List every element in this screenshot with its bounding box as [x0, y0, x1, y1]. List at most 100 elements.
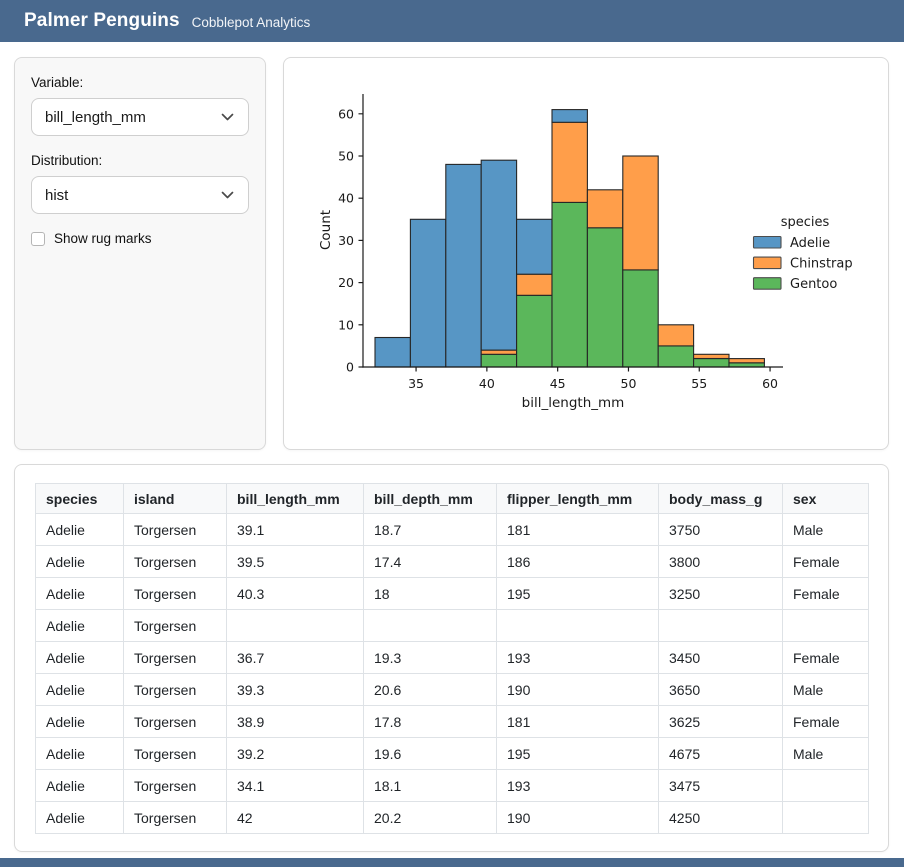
table-cell: 18.7	[363, 513, 497, 546]
table-cell: Male	[782, 513, 869, 546]
legend-swatch	[752, 235, 782, 249]
table-cell: 3475	[658, 769, 783, 802]
table-cell	[496, 609, 659, 642]
legend-swatch	[752, 277, 782, 290]
table-cell: 39.3	[226, 673, 364, 706]
histogram-bar-segment	[374, 336, 411, 368]
table-row: Adelie Torgersen 39.5 17.4 186 3800 Female	[35, 545, 869, 578]
legend-swatch	[752, 256, 782, 270]
table-cell: 18	[363, 577, 497, 610]
variable-select-value: bill_length_mm	[45, 108, 146, 126]
table-row: Adelie Torgersen 39.3 20.6 190 3650 Male	[35, 673, 869, 706]
table-cell: 195	[496, 737, 659, 770]
table-row: Adelie Torgersen	[35, 609, 869, 642]
histogram-bar-segment	[480, 159, 518, 351]
histogram-bar-segment	[551, 201, 588, 368]
column-header: bill_length_mm	[226, 483, 364, 514]
table-cell: Male	[782, 673, 869, 706]
legend-label: Gentoo	[790, 277, 837, 292]
table-cell	[782, 769, 869, 802]
table-cell: Female	[782, 577, 869, 610]
table-cell: 190	[496, 673, 659, 706]
table-cell: 193	[496, 641, 659, 674]
table-cell: 3625	[658, 705, 783, 738]
x-tick-label: 55	[691, 376, 707, 391]
table-cell	[226, 609, 364, 642]
column-header: flipper_length_mm	[496, 483, 659, 514]
y-tick-label: 30	[338, 233, 354, 248]
rug-checkbox[interactable]	[31, 231, 45, 246]
histogram-bar-segment	[551, 121, 588, 203]
table-row: Adelie Torgersen 42 20.2 190 4250	[35, 801, 869, 834]
table-cell: Torgersen	[123, 737, 227, 770]
chevron-down-icon	[221, 191, 234, 199]
table-cell: 190	[496, 801, 659, 834]
footer-bar	[0, 858, 904, 867]
table-cell: 4675	[658, 737, 783, 770]
histogram-bar-segment	[409, 218, 447, 368]
x-tick-label: 50	[621, 376, 637, 391]
table-cell: 195	[496, 577, 659, 610]
column-header: species	[35, 483, 124, 514]
table-header-row: species island bill_length_mm bill_depth_mm…	[35, 483, 869, 514]
table-cell: 4250	[658, 801, 783, 834]
table-cell: Torgersen	[123, 705, 227, 738]
column-header: sex	[782, 483, 869, 514]
histogram-bar-segment	[480, 349, 518, 355]
table-cell: Adelie	[35, 513, 124, 546]
histogram-chart: 0 10 20 30 40 50 60 35 40 45 50 55 60 bill_length_mm C…	[284, 58, 888, 449]
histogram-bar-segment	[657, 324, 695, 347]
main-content: Variable: bill_length_mm Distribution: h…	[0, 42, 904, 852]
table-cell: Female	[782, 545, 869, 578]
histogram-bar-segment	[728, 362, 765, 368]
table-cell: 17.4	[363, 545, 497, 578]
histogram-bar-segment	[622, 155, 659, 271]
table-cell: 3650	[658, 673, 783, 706]
table-row: Adelie Torgersen 39.2 19.6 195 4675 Male	[35, 737, 869, 770]
table-cell: 34.1	[226, 769, 364, 802]
chart-card: 0 10 20 30 40 50 60 35 40 45 50 55 60 bill_length_mm C…	[283, 57, 889, 450]
column-header: island	[123, 483, 227, 514]
histogram-bar-segment	[622, 269, 659, 368]
table-cell: Torgersen	[123, 673, 227, 706]
app-subtitle: Cobblepot Analytics	[191, 14, 311, 30]
table-cell: Adelie	[35, 801, 124, 834]
y-tick-label: 60	[338, 106, 354, 121]
histogram-bar-segment	[480, 353, 518, 368]
table-cell: 39.2	[226, 737, 364, 770]
table-cell: 40.3	[226, 577, 364, 610]
column-header: bill_depth_mm	[363, 483, 497, 514]
distribution-select[interactable]: hist	[31, 176, 249, 214]
variable-select[interactable]: bill_length_mm	[31, 98, 249, 136]
table-cell: 39.5	[226, 545, 364, 578]
table-cell: Adelie	[35, 641, 124, 674]
table-cell: 19.6	[363, 737, 497, 770]
histogram-bar-segment	[693, 358, 730, 368]
distribution-label: Distribution:	[31, 153, 103, 168]
column-header: body_mass_g	[658, 483, 783, 514]
penguins-table: species island bill_length_mm bill_depth_mm…	[35, 483, 869, 834]
chevron-down-icon	[221, 113, 234, 121]
histogram-bar-segment	[516, 294, 553, 368]
axes	[362, 94, 783, 368]
table-cell: Torgersen	[123, 545, 227, 578]
histogram-bar-segment	[516, 273, 553, 296]
table-cell: Adelie	[35, 577, 124, 610]
table-cell: 3750	[658, 513, 783, 546]
legend-label: Chinstrap	[790, 257, 853, 272]
histogram-bar-segment	[693, 353, 730, 360]
y-tick-label: 0	[346, 360, 354, 375]
y-tick-label: 10	[338, 317, 354, 332]
x-tick-label: 40	[479, 376, 495, 391]
bars-group	[374, 109, 765, 368]
x-tick-label: 60	[762, 376, 778, 391]
app-title: Palmer Penguins	[24, 10, 180, 31]
y-tick-label: 20	[338, 275, 354, 290]
table-cell: 193	[496, 769, 659, 802]
table-row: Adelie Torgersen 40.3 18 195 3250 Female	[35, 577, 869, 610]
table-cell: 19.3	[363, 641, 497, 674]
table-cell	[782, 609, 869, 642]
x-axis-label: bill_length_mm	[522, 395, 625, 411]
table-cell: Torgersen	[123, 577, 227, 610]
table-cell: Torgersen	[123, 801, 227, 834]
